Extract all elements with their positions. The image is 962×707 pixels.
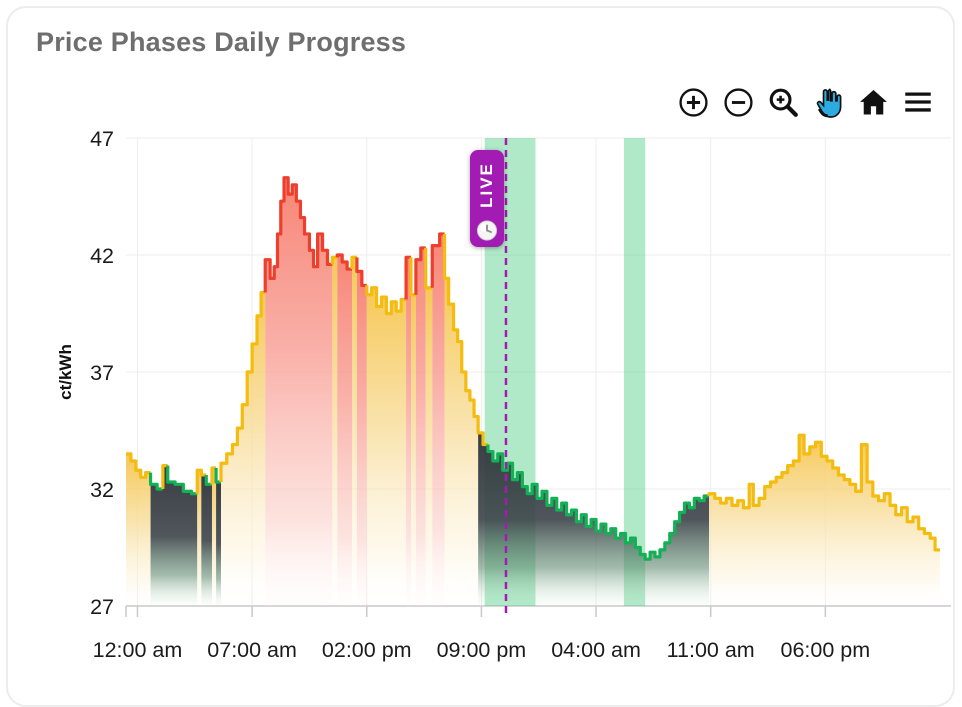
y-tick-label: 37 (90, 361, 114, 385)
price-line-Y (161, 464, 168, 489)
phase-area-r (406, 257, 411, 606)
chart-toolbar (675, 84, 936, 120)
hand-icon (816, 88, 842, 118)
phase-area-y (709, 435, 940, 606)
y-tick-label: 32 (90, 478, 114, 502)
phase-area-y (366, 287, 407, 606)
price-line-G (166, 465, 198, 496)
phase-area-r (337, 255, 353, 606)
plot-area[interactable] (126, 138, 940, 606)
zoom-in-circle-icon (678, 87, 708, 117)
price-line-Y (219, 290, 266, 482)
live-badge: LIVE (469, 150, 504, 247)
price-line-Y (707, 433, 940, 552)
y-tick-label: 47 (90, 127, 114, 151)
phase-area-y (126, 453, 151, 606)
price-line-Y (126, 452, 151, 479)
phase-area-r (415, 247, 426, 607)
y-axis-title: ct/kWh (56, 344, 75, 400)
phase-area-r (356, 271, 367, 606)
x-tick-label: 12:00 am (93, 638, 183, 662)
price-line-R (414, 246, 426, 295)
price-line-R (263, 176, 333, 293)
pan-button[interactable] (810, 84, 846, 120)
x-tick-label: 06:00 pm (781, 638, 871, 662)
x-tick-label: 11:00 am (667, 638, 755, 662)
phase-area-y (220, 292, 266, 606)
phase-area-d (201, 474, 212, 606)
phase-area-r (265, 177, 333, 606)
magnifier-plus-icon (769, 88, 798, 117)
menu-icon (905, 92, 931, 112)
price-line-R (430, 232, 445, 288)
phase-area-d (216, 481, 221, 606)
price-line-G (204, 474, 212, 486)
phase-area-d (150, 465, 198, 606)
phase-area-r (432, 233, 445, 606)
price-line-Y (424, 247, 433, 290)
clock-icon (476, 220, 498, 241)
home-icon (859, 89, 887, 114)
price-line-Y (365, 285, 407, 316)
x-tick-label: 07:00 am (207, 638, 297, 662)
price-line-R (404, 255, 411, 300)
x-tick-label: 09:00 pm (437, 638, 527, 662)
phase-area-y (211, 467, 217, 606)
menu-button[interactable] (900, 84, 936, 120)
phase-area-y (425, 287, 433, 606)
box-zoom-button[interactable] (765, 84, 801, 120)
price-line-Y (350, 255, 357, 270)
x-tick-label: 04:00 am (551, 638, 641, 662)
zoom-in-button[interactable] (675, 84, 711, 120)
y-tick-label: 27 (90, 595, 114, 619)
cheap-phase-band (623, 138, 646, 606)
zoom-out-circle-icon (723, 87, 753, 117)
phase-area-y (332, 257, 338, 606)
price-line-Y (195, 468, 207, 494)
price-line-G (148, 472, 163, 491)
y-tick-label: 42 (90, 244, 114, 268)
phase-area-y (197, 470, 202, 606)
price-line-Y (409, 257, 416, 297)
price-line-G (214, 467, 221, 484)
label-layer: 47 42 37 32 27 12:00 am 07:00 am 02:00 pm 09:00 … (90, 127, 870, 662)
price-line-Y (442, 233, 488, 447)
phase-area-y (444, 278, 479, 606)
reset-view-button[interactable] (855, 84, 891, 120)
price-line-Y (330, 255, 338, 265)
price-line-R (335, 253, 353, 271)
price-line-G (486, 444, 710, 561)
zoom-out-button[interactable] (720, 84, 756, 120)
x-tick-label: 02:00 pm (322, 638, 412, 662)
phase-area-y (352, 257, 357, 606)
line-layer (126, 176, 940, 561)
live-label: LIVE (476, 162, 496, 208)
price-line-R (355, 257, 367, 288)
phase-area-y (410, 294, 416, 606)
page-title: Price Phases Daily Progress (36, 27, 407, 57)
